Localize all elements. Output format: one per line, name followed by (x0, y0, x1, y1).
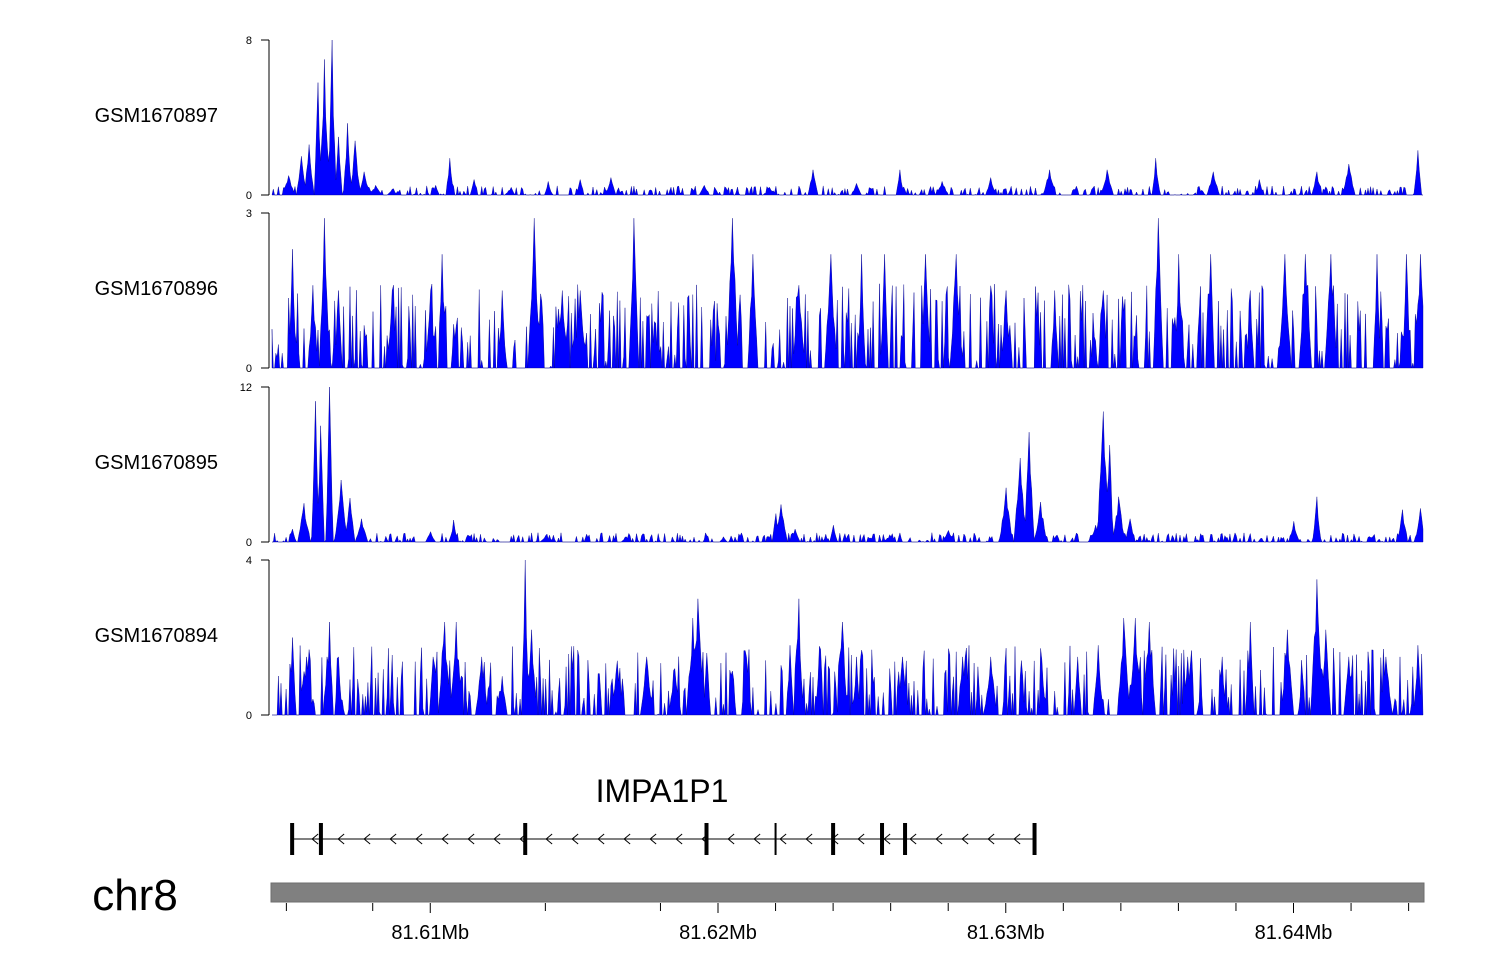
strand-arrow (805, 833, 813, 845)
strand-arrow (597, 833, 605, 845)
strand-arrow (623, 833, 631, 845)
coverage-tracks: GSM167089780GSM167089630GSM1670895120GSM… (95, 35, 1424, 722)
y-tick-label-max: 12 (240, 382, 252, 394)
strand-arrow (1013, 833, 1021, 845)
strand-arrow (935, 833, 943, 845)
chromosome-label: chr8 (92, 871, 178, 920)
coverage-area (272, 386, 1424, 543)
strand-arrow (727, 833, 735, 845)
strand-arrow (337, 833, 345, 845)
strand-arrow (753, 833, 761, 845)
chromosome-bar (270, 882, 1425, 903)
strand-arrow (675, 833, 683, 845)
strand-arrow (857, 833, 865, 845)
strand-arrow (415, 833, 423, 845)
y-tick-label-min: 0 (246, 190, 252, 202)
strand-arrow (493, 833, 501, 845)
strand-arrow (909, 833, 917, 845)
coverage-area (272, 559, 1424, 716)
coverage-area (271, 218, 1424, 369)
strand-arrow (363, 833, 371, 845)
x-tick-label: 81.61Mb (391, 922, 469, 944)
strand-arrow (779, 833, 787, 845)
gene-model: IMPA1P1 (290, 773, 1037, 855)
chromosome-axis: chr8 81.61Mb 81.62Mb 81.63Mb 81.64Mb (92, 871, 1425, 944)
strand-arrow (467, 833, 475, 845)
track-0: GSM1670897 8 0 (95, 35, 1423, 202)
strand-arrow (571, 833, 579, 845)
strand-arrow (961, 833, 969, 845)
strand-arrow (441, 833, 449, 845)
y-tick-label-min: 0 (246, 363, 252, 375)
y-tick-label-max: 3 (246, 208, 252, 220)
track-label: GSM1670894 (95, 625, 218, 647)
track-2: GSM1670895 12 0 (95, 382, 1424, 549)
strand-arrow (389, 833, 397, 845)
coverage-area (271, 39, 1423, 196)
x-tick-label: 81.62Mb (679, 922, 757, 944)
track-label: GSM1670895 (95, 452, 218, 474)
y-tick-label-max: 4 (246, 555, 252, 567)
strand-arrow (311, 833, 319, 845)
track-1: GSM1670896 3 0 (95, 208, 1424, 375)
y-tick-label-min: 0 (246, 710, 252, 722)
track-label: GSM1670897 (95, 105, 218, 127)
strand-arrow (987, 833, 995, 845)
x-tick-label: 81.63Mb (967, 922, 1045, 944)
y-tick-label-min: 0 (246, 537, 252, 549)
y-tick-label-max: 8 (246, 35, 252, 47)
track-label: GSM1670896 (95, 278, 218, 300)
strand-arrow (649, 833, 657, 845)
strand-arrow (883, 833, 891, 845)
strand-arrow (545, 833, 553, 845)
track-3: GSM1670894 4 0 (95, 555, 1424, 722)
gene-name: IMPA1P1 (596, 773, 729, 809)
x-tick-label: 81.64Mb (1255, 922, 1333, 944)
